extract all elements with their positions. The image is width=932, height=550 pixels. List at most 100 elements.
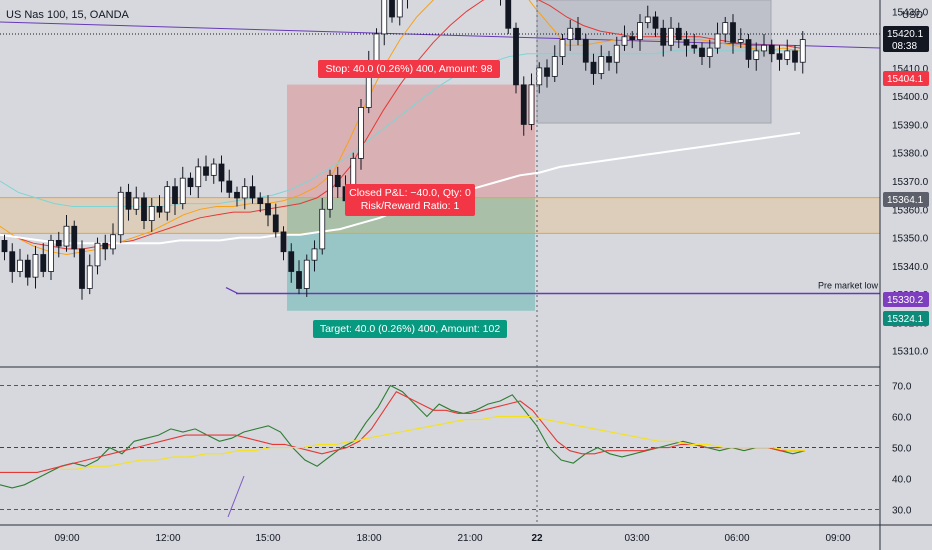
candle: [621, 25, 628, 51]
candle-body: [203, 166, 209, 176]
candle: [644, 5, 651, 29]
candle-body: [551, 56, 558, 77]
time-tick-label: 03:00: [624, 533, 649, 544]
price-tag-value: 15364.1: [887, 195, 924, 206]
candle-body: [94, 242, 101, 267]
rsi-series-line: [0, 390, 805, 473]
candle-body: [55, 239, 62, 247]
candle-body: [644, 16, 651, 24]
candle-body: [598, 56, 605, 74]
candle: [528, 73, 535, 131]
candle-body: [102, 242, 109, 250]
candle: [706, 39, 713, 68]
candle-body: [745, 39, 752, 60]
price-tag-value: 15324.1: [887, 314, 924, 325]
price-tick-label: 15370.0: [892, 177, 929, 188]
candle: [63, 214, 70, 252]
candle-body: [117, 191, 124, 236]
stop-label-text: Stop: 40.0 (0.26%) 400, Amount: 98: [326, 63, 493, 75]
candle-body: [575, 27, 581, 40]
candle: [358, 98, 364, 170]
candle: [505, 0, 512, 34]
target-label[interactable]: Target: 40.0 (0.26%) 400, Amount: 102: [313, 320, 507, 338]
candle-body: [505, 0, 512, 29]
candle: [768, 39, 775, 63]
candle-body: [156, 206, 163, 213]
candle-body: [730, 22, 736, 43]
rsi-pane: [0, 384, 880, 518]
candle: [24, 254, 31, 286]
candle: [303, 254, 310, 297]
price-tag-bg: [883, 71, 929, 86]
time-axis[interactable]: 09:00 12:00 15:00 18:00 21:00 22 03:00 06:00 09:…: [54, 533, 850, 544]
candle-body: [582, 39, 589, 63]
candle: [319, 197, 326, 255]
candle: [613, 36, 620, 74]
candle-body: [699, 47, 705, 57]
candle: [71, 220, 78, 258]
candle-body: [296, 271, 302, 289]
candle: [606, 50, 612, 71]
candle: [714, 22, 721, 54]
stop-label[interactable]: Stop: 40.0 (0.26%) 400, Amount: 98: [318, 60, 500, 78]
candle: [396, 0, 403, 26]
time-tick-label: 09:00: [825, 533, 850, 544]
candle-body: [753, 50, 760, 60]
target-label-text: Target: 40.0 (0.26%) 400, Amount: 102: [320, 323, 501, 335]
candle: [683, 31, 690, 57]
candle-body: [1, 239, 8, 253]
candle: [792, 45, 798, 71]
candle: [334, 166, 341, 198]
candle: [296, 260, 302, 295]
candle-body: [629, 36, 636, 40]
candle-body: [776, 53, 783, 60]
rsi-tick-label: 60.0: [892, 413, 912, 424]
candle-body: [358, 107, 364, 159]
candle: [513, 22, 519, 94]
candle-body: [195, 166, 202, 188]
candle-body: [737, 39, 744, 43]
time-tick-label: 22: [531, 533, 543, 544]
candle: [125, 183, 132, 221]
candle-body: [621, 36, 628, 46]
price-tag-value: 15404.1: [887, 74, 924, 85]
price-tick-label: 15410.0: [892, 64, 929, 75]
candle: [249, 175, 256, 204]
price-tag-bg: [883, 311, 929, 326]
candle: [110, 223, 116, 255]
candle: [629, 31, 636, 49]
candle-body: [606, 56, 612, 63]
candle: [722, 16, 729, 43]
candle: [55, 231, 62, 258]
candle: [195, 158, 202, 198]
candle: [94, 237, 101, 275]
rsi-series-line: [0, 384, 806, 489]
candle-body: [396, 0, 403, 18]
candle: [241, 178, 248, 210]
candle-body: [691, 44, 698, 49]
candle: [660, 19, 667, 57]
candle: [668, 16, 674, 51]
candle: [1, 234, 8, 261]
candle: [784, 39, 791, 66]
rsi-axis[interactable]: 30.0 40.0 50.0 60.0 70.0: [892, 382, 912, 517]
chart-symbol-title[interactable]: US Nas 100, 15, OANDA: [6, 9, 130, 21]
time-tick-label: 15:00: [255, 533, 280, 544]
candle: [156, 195, 163, 218]
candle-body: [86, 265, 93, 289]
price-tag-value: 15420.1: [887, 29, 924, 40]
candle: [675, 22, 682, 49]
target-label-bg: [313, 320, 507, 338]
candle-body: [71, 225, 78, 250]
candle-body: [226, 180, 233, 193]
candle: [17, 248, 23, 278]
candle: [148, 197, 155, 232]
candle: [179, 166, 186, 210]
candle-body: [373, 33, 380, 63]
candle-body: [303, 259, 310, 289]
candle-body: [319, 208, 326, 250]
price-tag-value: 15330.2: [887, 295, 924, 306]
candle: [141, 192, 147, 230]
